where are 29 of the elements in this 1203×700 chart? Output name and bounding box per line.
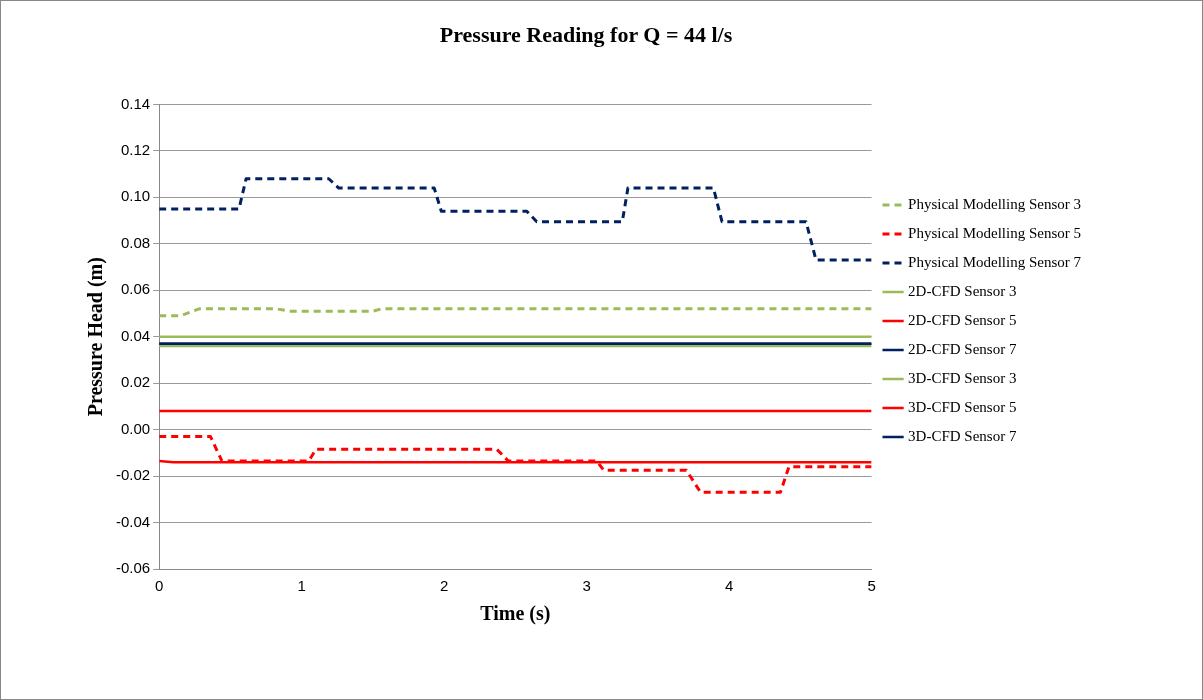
x-tick-label: 5 bbox=[867, 577, 876, 595]
y-tick-label: -0.04 bbox=[115, 512, 151, 530]
x-tick-label: 0 bbox=[155, 577, 164, 595]
legend-label: Physical Modelling Sensor 5 bbox=[908, 224, 1082, 241]
chart-title: Pressure Reading for Q = 44 l/s bbox=[439, 21, 733, 47]
x-tick-label: 1 bbox=[297, 577, 306, 595]
legend-label: 2D-CFD Sensor 3 bbox=[908, 282, 1017, 299]
x-tick-label: 2 bbox=[439, 577, 449, 595]
y-tick-label: 0.02 bbox=[120, 373, 151, 391]
legend-label: 2D-CFD Sensor 7 bbox=[908, 340, 1017, 357]
x-tick-label: 4 bbox=[724, 577, 734, 595]
y-tick-label: 0.12 bbox=[120, 141, 151, 158]
y-tick-label: 0.04 bbox=[120, 326, 151, 344]
x-axis-title: Time (s) bbox=[480, 602, 551, 626]
x-tick-label: 3 bbox=[582, 577, 591, 595]
y-tick-label: 0.10 bbox=[120, 187, 151, 205]
legend-label: Physical Modelling Sensor 3 bbox=[908, 195, 1082, 212]
y-axis-title: Pressure Head (m) bbox=[84, 257, 108, 417]
legend-label: 3D-CFD Sensor 3 bbox=[908, 369, 1017, 386]
y-tick-label: -0.06 bbox=[115, 559, 151, 577]
y-tick-label: -0.02 bbox=[115, 466, 151, 484]
y-tick-label: 0.00 bbox=[120, 419, 151, 437]
legend-label: 2D-CFD Sensor 5 bbox=[908, 311, 1017, 328]
legend-label: Physical Modelling Sensor 7 bbox=[908, 253, 1082, 270]
legend-label: 3D-CFD Sensor 7 bbox=[908, 427, 1017, 444]
y-tick-label: 0.08 bbox=[120, 233, 151, 251]
y-tick-label: 0.06 bbox=[120, 280, 151, 298]
legend-label: 3D-CFD Sensor 5 bbox=[908, 398, 1017, 415]
y-tick-label: 0.14 bbox=[120, 94, 151, 112]
